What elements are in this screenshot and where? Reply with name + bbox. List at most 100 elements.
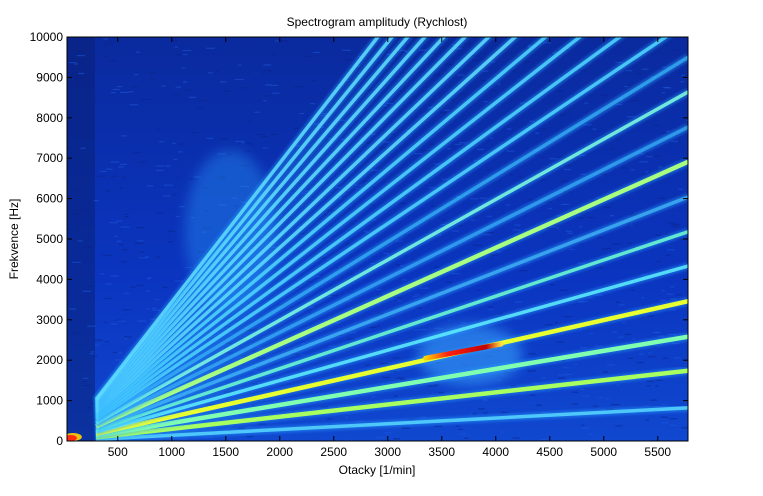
noise-speck [167,230,175,233]
noise-speck [542,128,547,130]
noise-speck [137,320,146,322]
noise-speck [446,148,451,150]
noise-speck [412,347,422,350]
noise-speck [394,439,403,441]
noise-speck [141,98,151,101]
order-line [95,368,688,440]
noise-speck [571,403,579,405]
noise-speck [451,230,460,232]
noise-speck [400,90,408,92]
noise-speck [377,325,381,327]
noise-speck [615,61,624,64]
noise-speck [471,55,480,57]
noise-speck [611,403,620,406]
noise-speck [71,213,81,215]
noise-speck [539,179,547,181]
noise-speck [336,267,340,269]
noise-speck [399,265,404,267]
noise-speck [269,133,278,135]
noise-speck [506,204,511,206]
noise-speck [560,114,567,116]
noise-speck [175,54,182,56]
noise-speck [664,77,669,79]
noise-speck [239,87,248,89]
noise-speck [127,89,131,92]
noise-speck [643,152,649,154]
noise-speck [122,176,126,178]
noise-speck [563,315,572,318]
noise-speck [664,233,671,235]
noise-speck [544,201,552,203]
noise-speck [311,80,318,82]
x-tick-label: 500 [108,445,128,459]
noise-speck [680,81,685,83]
x-tick-label: 4500 [536,445,563,459]
noise-speck [119,91,129,93]
noise-speck [178,206,185,208]
x-tick-label: 5500 [644,445,671,459]
order-line [95,125,688,427]
noise-speck [104,43,112,45]
noise-speck [428,143,436,145]
noise-speck [93,356,98,358]
order-line [94,37,428,406]
noise-speck [175,86,182,88]
noise-speck [439,111,447,114]
noise-speck [261,135,269,138]
noise-speck [588,297,594,299]
noise-speck [246,436,253,438]
noise-speck [363,180,371,182]
noise-speck [398,300,402,302]
noise-speck [476,86,482,88]
noise-speck [611,331,618,333]
noise-speck [563,191,573,193]
noise-speck [684,364,688,366]
noise-speck [427,385,437,387]
noise-speck [661,92,666,94]
noise-speck [615,103,623,106]
noise-speck [419,416,428,418]
noise-speck [396,377,405,379]
noise-speck [581,427,589,429]
noise-speck [393,395,398,397]
noise-speck [667,249,675,251]
noise-speck [383,399,391,401]
noise-speck [274,40,279,42]
noise-speck [642,405,650,407]
noise-speck [343,59,352,61]
noise-speck [662,86,670,89]
noise-speck [306,281,313,283]
noise-speck [345,243,353,245]
noise-speck [308,312,312,314]
noise-speck [483,399,488,402]
noise-speck [174,94,178,97]
noise-speck [138,257,148,259]
noise-speck [666,293,674,295]
noise-speck [669,424,677,426]
noise-speck [671,342,680,344]
noise-speck [252,371,260,373]
noise-speck [245,142,249,144]
noise-speck [522,61,531,63]
noise-speck [438,47,444,49]
noise-speck [218,138,228,140]
noise-speck [376,288,382,291]
order-line [96,406,688,441]
noise-speck [579,226,583,228]
noise-speck [207,72,213,74]
noise-speck [336,186,342,189]
noise-speck [558,156,566,158]
noise-speck [270,54,277,56]
noise-speck [577,217,584,219]
noise-speck [135,51,141,53]
order-line [94,37,380,401]
noise-speck [129,104,138,106]
noise-speck [645,171,649,173]
noise-speck [130,286,137,288]
noise-speck [110,161,120,163]
noise-speck [316,275,321,278]
noise-speck [114,235,118,237]
noise-speck [535,132,540,134]
noise-speck [371,169,378,171]
noise-speck [271,84,279,87]
